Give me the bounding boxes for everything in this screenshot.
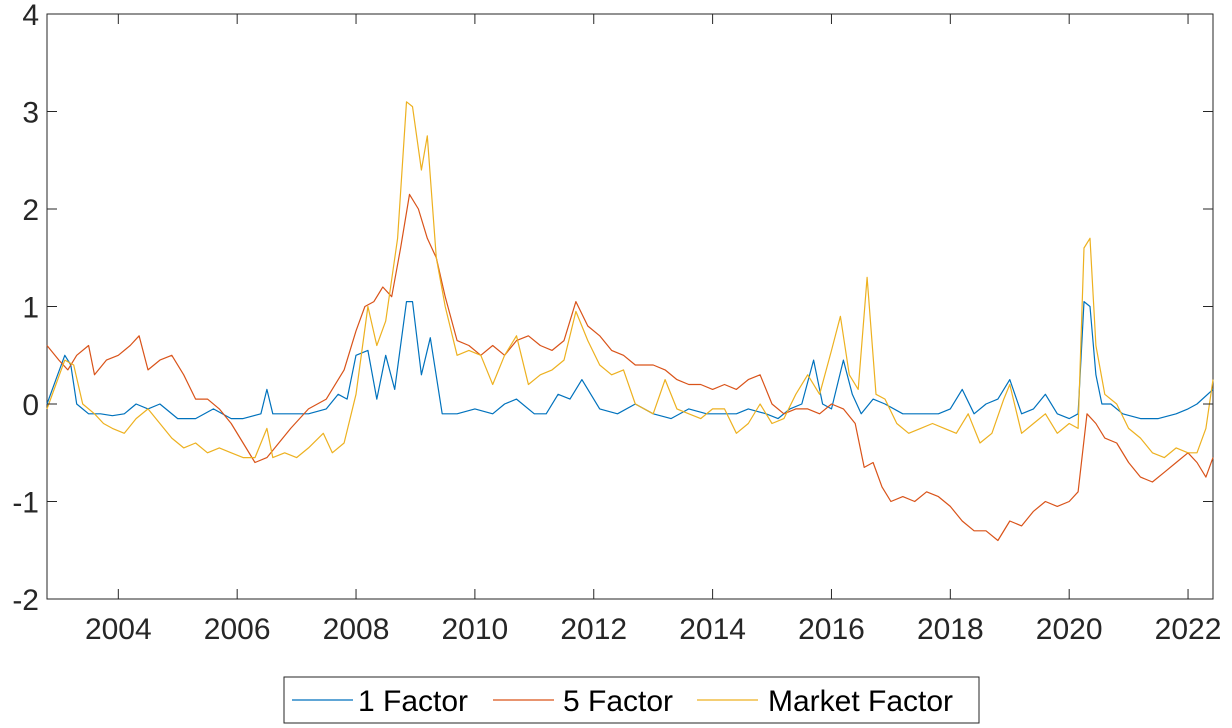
series-line-5-factor [46, 193, 1214, 542]
y-tick-label: 2 [22, 194, 39, 227]
series-line-market-factor [46, 101, 1214, 459]
x-tick-label: 2010 [442, 613, 509, 646]
series-line-1-factor [46, 301, 1214, 420]
x-tick-label: 2004 [85, 613, 152, 646]
y-tick-label: -2 [12, 584, 39, 617]
x-tick-label: 2012 [560, 613, 627, 646]
x-tick-label: 2008 [323, 613, 390, 646]
y-tick-label: 3 [22, 97, 39, 130]
y-tick-label: 4 [22, 0, 39, 32]
ticks-layer: 2004 2006 2008 2010 2012 2014 2016 2018 2020 2022… [12, 0, 1221, 646]
x-tick-label: 2016 [798, 613, 865, 646]
y-tick-label: 1 [22, 292, 39, 325]
legend-label-market-factor: Market Factor [768, 685, 953, 718]
x-tick-label: 2020 [1036, 613, 1103, 646]
legend: 1 Factor 5 Factor Market Factor [283, 676, 980, 724]
x-tick-label: 2018 [917, 613, 984, 646]
x-tick-label: 2006 [204, 613, 271, 646]
legend-label-5-factor: 5 Factor [563, 685, 673, 718]
series-layer [46, 101, 1214, 542]
x-tick-label: 2014 [679, 613, 746, 646]
y-tick-label: 0 [22, 389, 39, 422]
x-tick-label: 2022 [1155, 613, 1222, 646]
y-tick-label: -1 [12, 487, 39, 520]
legend-label-1-factor: 1 Factor [358, 685, 468, 718]
legend-box [283, 676, 980, 724]
plot-area [46, 13, 1214, 600]
